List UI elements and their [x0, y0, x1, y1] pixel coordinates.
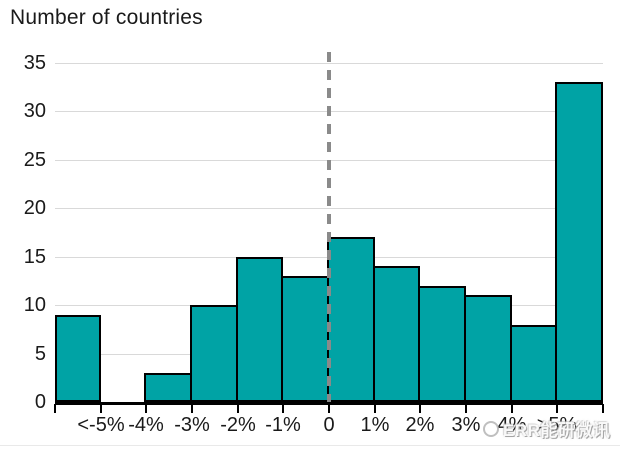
histogram-bar — [144, 373, 192, 402]
y-axis-tick-label: 15 — [23, 246, 46, 268]
x-axis-tick — [374, 404, 376, 413]
histogram-bar — [236, 257, 283, 402]
x-axis-tick-label: 4% — [497, 414, 527, 436]
x-axis-tick — [602, 404, 604, 413]
x-axis-tick-label: -4% — [128, 414, 164, 436]
x-axis-tick — [54, 404, 56, 413]
y-axis-tick-label: 20 — [23, 197, 46, 219]
x-axis-tick-label: 1% — [360, 414, 390, 436]
y-axis-tick-label: 0 — [34, 391, 46, 413]
x-axis-line — [55, 402, 603, 405]
y-axis-tick-label: 35 — [23, 52, 46, 74]
x-axis-tick — [191, 404, 193, 413]
y-axis-tick-label: 30 — [23, 100, 46, 122]
histogram-bar — [281, 276, 329, 402]
x-axis-tick — [282, 404, 284, 413]
x-axis-tick — [100, 404, 102, 413]
histogram-bar — [373, 266, 420, 402]
y-axis-tick-label: 5 — [34, 343, 46, 365]
histogram-bar — [555, 82, 603, 402]
x-axis-tick — [511, 404, 513, 413]
histogram-bar — [327, 237, 375, 402]
x-axis-tick-label: >5% — [536, 414, 578, 436]
bottom-divider — [0, 445, 620, 446]
watermark-text: ERR能研微讯 — [503, 421, 611, 440]
y-axis-tick-label: 10 — [23, 294, 46, 316]
x-axis-tick-label: 3% — [451, 414, 481, 436]
watermark: ERR能研微讯 — [483, 416, 610, 441]
plot-area: <-5% -4% -3% -2% -1% 0 1% 2% 3% 4% >5% — [54, 52, 604, 436]
x-axis-tick-label: 2% — [405, 414, 435, 436]
x-axis-tick — [237, 404, 239, 413]
histogram-bar — [190, 305, 238, 402]
y-axis: 0 5 10 15 20 25 30 35 — [0, 52, 46, 413]
x-axis-tick-label: -2% — [220, 414, 256, 436]
x-axis-tick — [419, 404, 421, 413]
x-axis-tick — [465, 404, 467, 413]
histogram-bar — [418, 286, 466, 402]
x-axis-tick — [328, 404, 330, 413]
y-axis-tick-label: 25 — [23, 149, 46, 171]
x-axis-tick — [145, 404, 147, 413]
histogram-bar — [464, 295, 512, 402]
histogram-bar — [55, 315, 101, 402]
x-axis-tick-label: -3% — [174, 414, 210, 436]
globe-icon — [483, 420, 499, 437]
chart-title: Number of countries — [10, 6, 203, 29]
zero-reference-line — [327, 52, 331, 402]
histogram-bar — [510, 325, 557, 402]
x-axis-tick-label: -1% — [265, 414, 301, 436]
x-axis-tick-label: 0 — [323, 414, 335, 436]
x-axis-tick-label: <-5% — [77, 414, 125, 436]
x-axis-tick — [556, 404, 558, 413]
